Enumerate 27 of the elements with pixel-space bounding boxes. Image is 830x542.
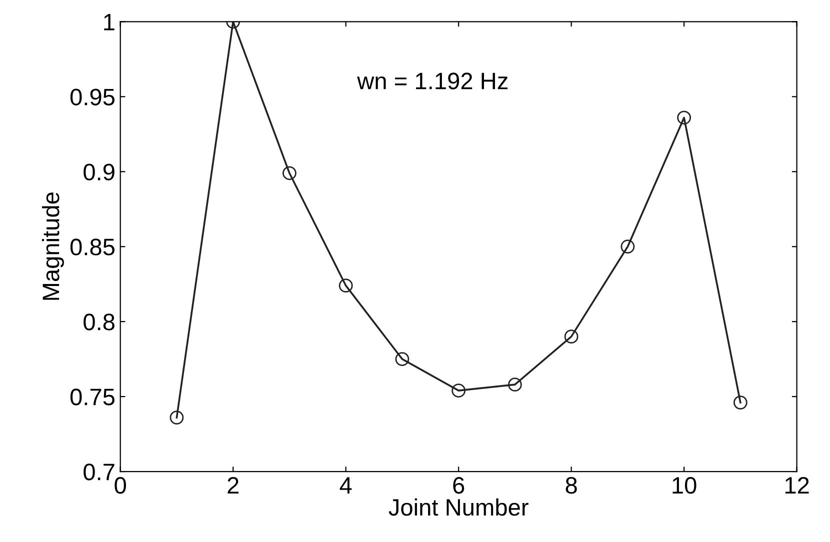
x-tick-label: 0 [114,477,126,494]
y-axis-title: Magnitude [42,192,64,300]
y-tick-label: 0.8 [84,314,114,330]
y-tick-label: 0.9 [84,164,114,180]
point [282,166,296,180]
x-axis-title: Joint Number [388,498,528,516]
y-tick-label: 0.85 [70,238,115,256]
y-tick-label: 0.95 [70,88,115,106]
point [338,278,353,293]
point [170,410,184,424]
point [508,378,522,392]
point [733,396,748,410]
x-tick-label: 10 [672,477,696,494]
y-tick-label: 0.7 [84,464,114,480]
point [452,384,466,398]
x-tick-label: 2 [228,477,238,494]
point [677,110,692,125]
point [564,330,578,344]
x-tick-label: 12 [785,477,809,494]
x-tick-label: 6 [453,477,464,494]
y-tick-label: 0.75 [70,388,115,406]
point [620,240,635,254]
x-tick-label: 4 [340,477,352,494]
x-tick-label: 8 [566,477,577,494]
y-tick-label: 1 [104,14,114,30]
annotation: wn = 1.192 Hz [357,72,508,90]
point [395,352,410,366]
